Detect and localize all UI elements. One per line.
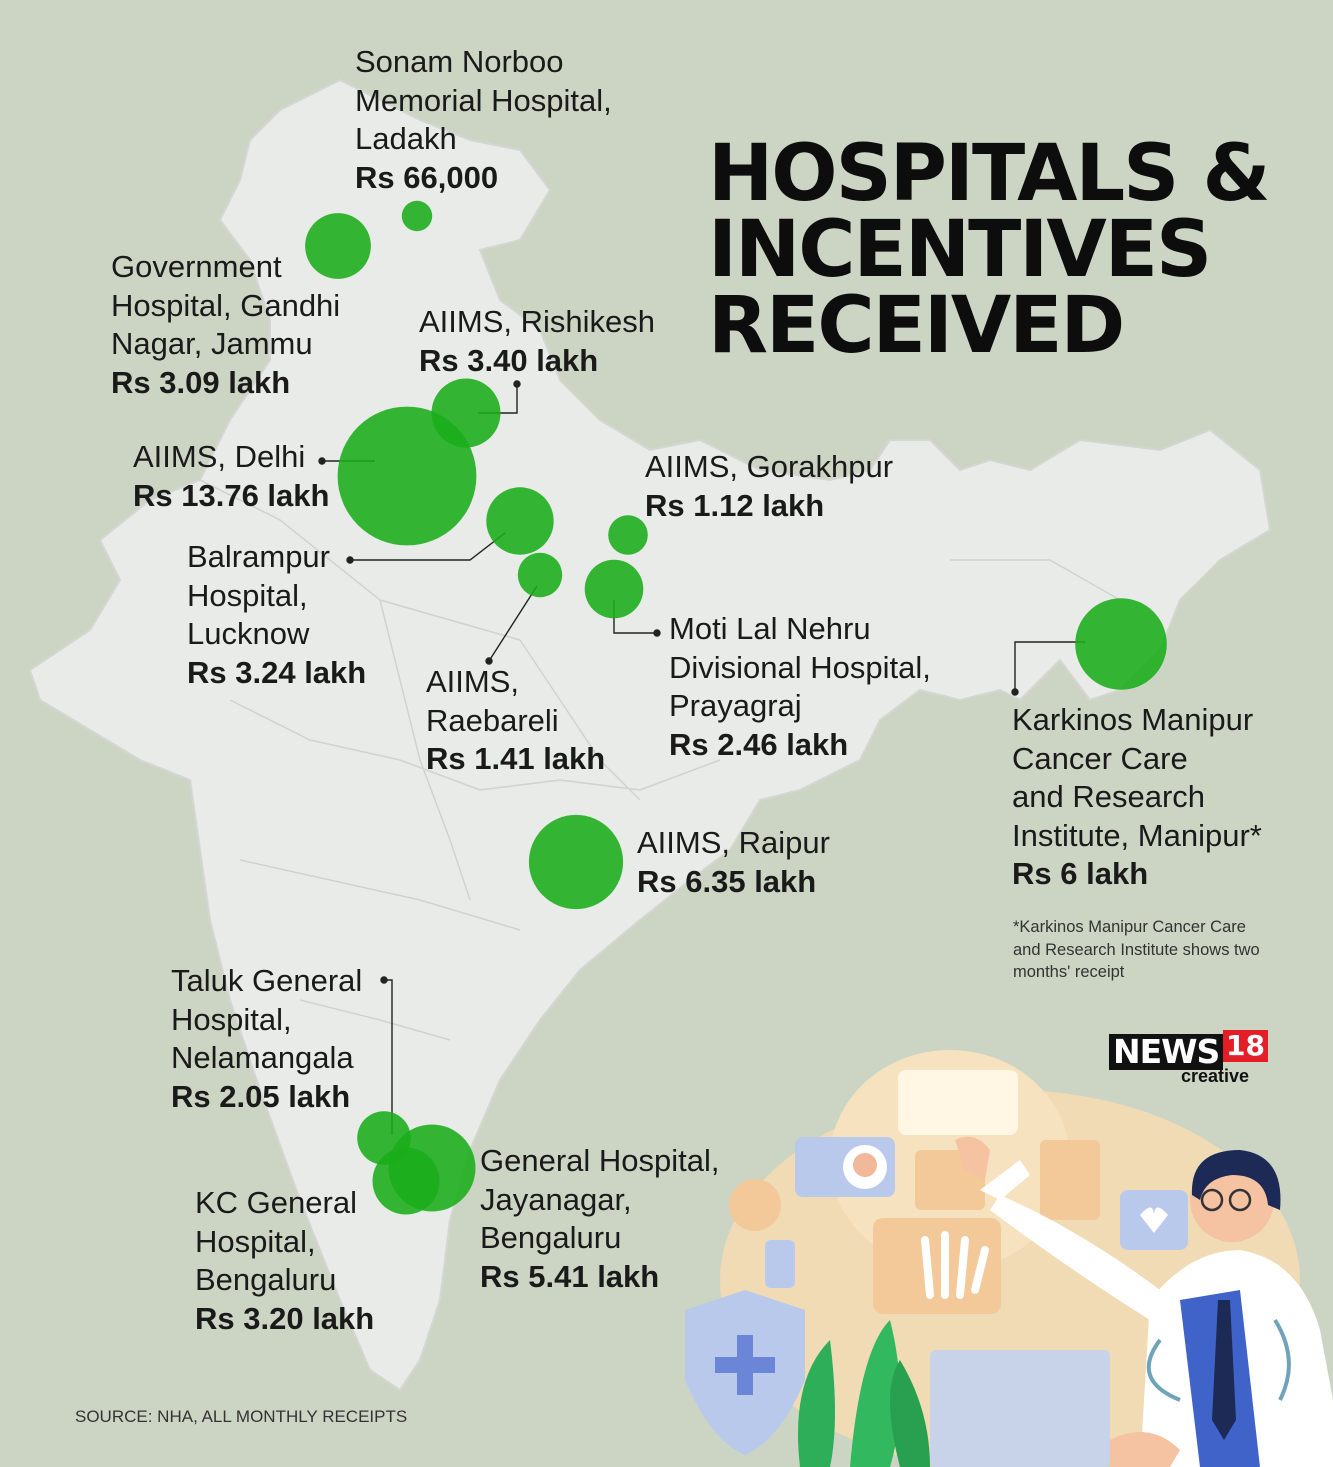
- hospital-name: Hospital,: [187, 577, 308, 613]
- label-rishikesh: AIIMS, Rishikesh Rs 3.40 lakh: [419, 303, 655, 380]
- hospital-name: AIIMS,: [426, 664, 520, 699]
- xray-card-icon: [873, 1218, 1001, 1314]
- bubble-9: [528, 814, 624, 910]
- hospital-name: Nagar, Jammu: [111, 326, 313, 361]
- hospital-name: AIIMS, Gorakhpur: [645, 449, 894, 484]
- hospital-name: Memorial Hospital,: [355, 82, 612, 118]
- leader-raebareli: [488, 585, 538, 662]
- bubble-8: [1075, 598, 1167, 690]
- state-borders: [199, 479, 1121, 1041]
- hospital-name: Moti Lal Nehru: [669, 611, 871, 646]
- label-gorakhpur: AIIMS, Gorakhpur Rs 1.12 lakh: [645, 448, 893, 525]
- label-prayagraj: Moti Lal Nehru Divisional Hospital, Pray…: [669, 610, 931, 764]
- bubble-2: [431, 378, 501, 448]
- hospital-name: Institute, Manipur*: [1012, 817, 1262, 853]
- incentive-value: Rs 13.76 lakh: [133, 477, 330, 513]
- hospital-name: Ladakh: [355, 121, 457, 156]
- incentive-value: Rs 6 lakh: [1012, 856, 1149, 891]
- incentive-value: Rs 6.35 lakh: [637, 863, 817, 899]
- hospital-name: Balrampur: [187, 539, 330, 574]
- bubble-11: [372, 1147, 440, 1215]
- hospital-name: AIIMS, Delhi: [133, 439, 306, 474]
- hospital-name: Government: [111, 249, 282, 284]
- label-lucknow: Balrampur Hospital, Lucknow Rs 3.24 lakh: [187, 538, 366, 692]
- title-line-1: HOSPITALS &: [708, 129, 1271, 219]
- hospital-name: Sonam Norboo: [355, 44, 564, 79]
- label-raebareli: AIIMS, Raebareli Rs 1.41 lakh: [426, 663, 605, 779]
- leader-lucknow: [350, 532, 506, 561]
- hospital-name: AIIMS, Raipur: [637, 825, 830, 860]
- bubble-3: [337, 406, 477, 546]
- bubble-1: [305, 213, 371, 279]
- laptop-icon: [930, 1350, 1110, 1467]
- hospital-name: AIIMS, Rishikesh: [419, 304, 656, 339]
- leader-lines: [318, 380, 1085, 1135]
- incentive-value: Rs 1.12 lakh: [645, 487, 825, 523]
- hospital-name: Raebareli: [426, 702, 559, 738]
- hospital-name: KC General: [195, 1185, 357, 1220]
- incentive-value: Rs 2.05 lakh: [171, 1078, 351, 1114]
- bubble-4: [486, 487, 554, 555]
- hospital-name: Taluk General: [171, 963, 363, 998]
- title-line-2: INCENTIVES: [708, 205, 1212, 295]
- label-jammu: Government Hospital, Gandhi Nagar, Jammu…: [111, 248, 340, 402]
- incentive-value: Rs 5.41 lakh: [480, 1258, 660, 1294]
- india-map-outline: [28, 78, 1272, 1392]
- hospital-name: Bengaluru: [480, 1220, 622, 1255]
- doctor-illustration: [685, 1050, 1333, 1467]
- incentive-value: Rs 1.41 lakh: [426, 741, 606, 776]
- label-delhi: AIIMS, Delhi Rs 13.76 lakh: [133, 438, 329, 515]
- hospital-name: Jayanagar,: [480, 1181, 632, 1217]
- incentive-value: Rs 3.40 lakh: [419, 342, 599, 378]
- hospital-name: Lucknow: [187, 616, 310, 651]
- logo-sub: creative: [1181, 1066, 1250, 1086]
- incentive-value: Rs 3.09 lakh: [111, 364, 291, 400]
- source-note: SOURCE: NHA, ALL MONTHLY RECEIPTS: [75, 1407, 408, 1426]
- document-card-icon: [898, 1070, 1018, 1135]
- title-line-3: RECEIVED: [708, 281, 1125, 371]
- hospital-name: Karkinos Manipur: [1012, 702, 1254, 737]
- incentive-value: Rs 66,000: [355, 159, 499, 195]
- hospital-name: Cancer Care: [1012, 740, 1188, 776]
- label-nelamangala: Taluk General Hospital, Nelamangala Rs 2…: [171, 962, 362, 1116]
- hospital-name: Hospital, Gandhi: [111, 287, 341, 323]
- hospital-name: Divisional Hospital,: [669, 649, 931, 685]
- pie-chart-icon: [729, 1179, 781, 1231]
- incentive-value: Rs 3.20 lakh: [195, 1300, 375, 1336]
- bubble-layer: [305, 200, 1167, 1215]
- label-manipur: Karkinos Manipur Cancer Care and Researc…: [1012, 701, 1262, 894]
- incentive-value: Rs 2.46 lakh: [669, 726, 849, 762]
- label-raipur: AIIMS, Raipur Rs 6.35 lakh: [637, 824, 830, 901]
- incentive-value: Rs 3.24 lakh: [187, 654, 367, 690]
- label-kc-bengaluru: KC General Hospital, Bengaluru Rs 3.20 l…: [195, 1184, 374, 1338]
- hospital-name: Prayagraj: [669, 688, 802, 723]
- hospital-name: Hospital,: [195, 1223, 316, 1259]
- footnote: *Karkinos Manipur Cancer Care and Resear…: [1013, 918, 1260, 981]
- notes-icon: [1040, 1140, 1100, 1220]
- label-jayanagar: General Hospital, Jayanagar, Bengaluru R…: [480, 1142, 720, 1296]
- hospital-name: and Research: [1012, 779, 1206, 814]
- bubble-0: [401, 200, 433, 232]
- hospital-name: Hospital,: [171, 1001, 292, 1037]
- hospital-name: General Hospital,: [480, 1143, 720, 1178]
- hospital-name: Bengaluru: [195, 1262, 337, 1297]
- page-title: HOSPITALS & INCENTIVES RECEIVED: [708, 129, 1308, 371]
- logo-number: 18: [1223, 1030, 1268, 1062]
- logo-word: NEWS: [1109, 1034, 1224, 1070]
- bubble-6: [517, 552, 563, 598]
- label-ladakh: Sonam Norboo Memorial Hospital, Ladakh R…: [355, 43, 612, 197]
- bubble-5: [608, 515, 648, 555]
- bubble-7: [584, 559, 644, 619]
- bp-monitor-icon: [765, 1240, 795, 1288]
- leader-manipur: [1014, 641, 1085, 692]
- hospital-name: Nelamangala: [171, 1040, 354, 1075]
